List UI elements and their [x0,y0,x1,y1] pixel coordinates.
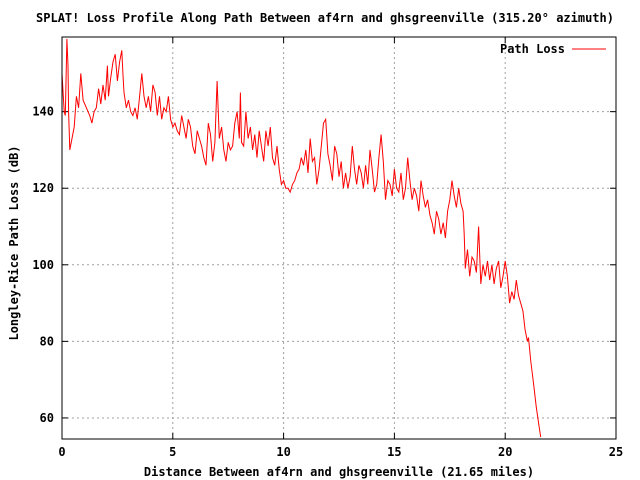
legend-label: Path Loss [500,42,565,56]
y-tick-label: 100 [32,258,54,272]
x-tick-label: 10 [276,445,290,459]
y-tick-label: 60 [40,411,54,425]
x-axis-label: Distance Between af4rn and ghsgreenville… [144,465,534,479]
y-tick-label: 80 [40,334,54,348]
y-axis-label: Longley-Rice Path Loss (dB) [7,145,21,340]
y-tick-label: 140 [32,105,54,119]
series-layer [62,38,542,438]
legend: Path Loss [500,42,606,56]
chart-title: SPLAT! Loss Profile Along Path Between a… [36,11,614,25]
ticks-layer: 0 5 10 15 20 25 60 80 100 120 140 [32,37,623,459]
x-tick-label: 25 [609,445,623,459]
x-tick-label: 20 [498,445,512,459]
x-tick-label: 15 [387,445,401,459]
grid-layer [62,37,616,439]
series-line-path-loss [62,38,542,438]
y-tick-label: 120 [32,181,54,195]
plot-frame [61,36,617,440]
x-tick-label: 5 [169,445,176,459]
x-tick-label: 0 [58,445,65,459]
